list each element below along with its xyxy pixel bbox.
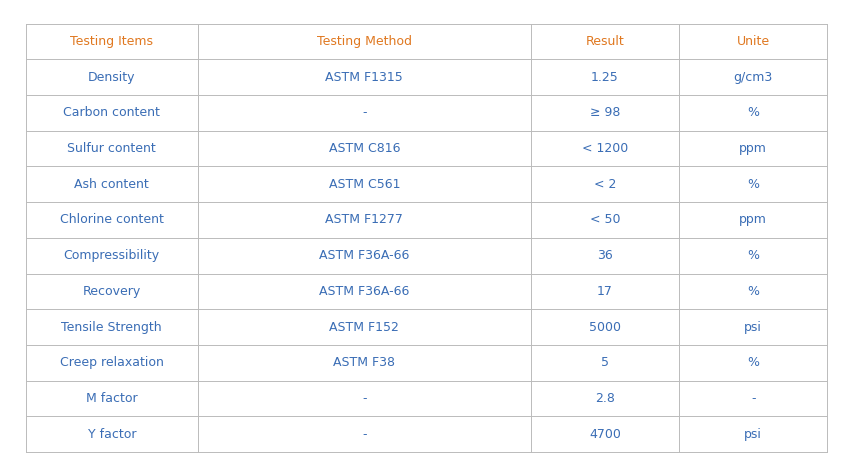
- Text: psi: psi: [744, 428, 762, 441]
- Text: %: %: [746, 357, 758, 369]
- Text: Carbon content: Carbon content: [63, 106, 160, 119]
- Text: Testing Method: Testing Method: [316, 35, 412, 48]
- Text: Y factor: Y factor: [88, 428, 135, 441]
- Text: ASTM F38: ASTM F38: [333, 357, 394, 369]
- Text: ASTM F36A-66: ASTM F36A-66: [319, 285, 409, 298]
- Text: ASTM C816: ASTM C816: [328, 142, 400, 155]
- Text: Chlorine content: Chlorine content: [60, 213, 164, 227]
- Text: ≥ 98: ≥ 98: [589, 106, 619, 119]
- Text: Sulfur content: Sulfur content: [67, 142, 156, 155]
- Text: ASTM F1277: ASTM F1277: [325, 213, 403, 227]
- Text: 36: 36: [596, 249, 612, 262]
- Text: < 1200: < 1200: [581, 142, 627, 155]
- Text: 4700: 4700: [588, 428, 620, 441]
- Text: 5000: 5000: [588, 321, 620, 333]
- Text: ppm: ppm: [739, 142, 766, 155]
- Text: Result: Result: [584, 35, 624, 48]
- Text: 2.8: 2.8: [594, 392, 614, 405]
- Text: -: -: [362, 428, 366, 441]
- Text: Ash content: Ash content: [74, 178, 149, 191]
- Text: < 50: < 50: [589, 213, 619, 227]
- Text: Creep relaxation: Creep relaxation: [60, 357, 164, 369]
- Text: M factor: M factor: [86, 392, 137, 405]
- Text: g/cm3: g/cm3: [733, 71, 772, 84]
- Text: psi: psi: [744, 321, 762, 333]
- Text: ASTM C561: ASTM C561: [328, 178, 400, 191]
- Text: %: %: [746, 285, 758, 298]
- Text: -: -: [362, 392, 366, 405]
- Text: 17: 17: [596, 285, 612, 298]
- Text: ASTM F1315: ASTM F1315: [325, 71, 403, 84]
- Text: %: %: [746, 249, 758, 262]
- Text: 1.25: 1.25: [590, 71, 618, 84]
- Text: Tensile Strength: Tensile Strength: [61, 321, 162, 333]
- Text: < 2: < 2: [593, 178, 615, 191]
- Text: ppm: ppm: [739, 213, 766, 227]
- Text: -: -: [750, 392, 755, 405]
- Text: ASTM F152: ASTM F152: [329, 321, 399, 333]
- Text: %: %: [746, 106, 758, 119]
- Text: Density: Density: [88, 71, 135, 84]
- Text: ASTM F36A-66: ASTM F36A-66: [319, 249, 409, 262]
- Text: 5: 5: [600, 357, 608, 369]
- Text: Compressibility: Compressibility: [64, 249, 159, 262]
- Text: Unite: Unite: [736, 35, 769, 48]
- Text: -: -: [362, 106, 366, 119]
- Text: %: %: [746, 178, 758, 191]
- Text: Recovery: Recovery: [83, 285, 141, 298]
- Text: Testing Items: Testing Items: [70, 35, 153, 48]
